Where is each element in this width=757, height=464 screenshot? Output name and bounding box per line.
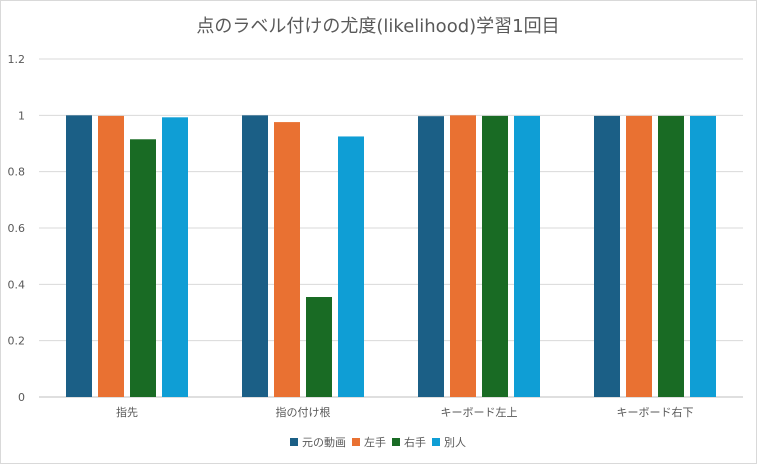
y-axis-ticks: 0 0.2 0.4 0.6 0.8 1 1.2	[8, 53, 26, 404]
y-tick-label: 0.8	[8, 166, 26, 179]
bars	[66, 115, 716, 398]
y-tick-label: 1.2	[8, 53, 26, 66]
bar	[66, 115, 92, 397]
bar	[482, 115, 508, 397]
bar	[418, 116, 444, 397]
x-category-label: 指の付け根	[276, 405, 331, 419]
bar	[242, 115, 268, 397]
legend-swatch	[432, 438, 440, 446]
y-tick-label: 0.6	[8, 222, 26, 235]
bar	[690, 115, 716, 397]
legend-label: 別人	[444, 436, 466, 449]
bar	[162, 117, 188, 398]
bar	[274, 122, 300, 398]
x-category-label: キーボード左上	[441, 406, 518, 419]
x-axis-categories: 指先 指の付け根 キーボード左上 キーボード右下	[116, 405, 694, 419]
y-tick-label: 0	[18, 391, 25, 404]
legend-label: 元の動画	[302, 435, 346, 449]
x-category-label: 指先	[116, 405, 138, 419]
y-tick-label: 0.4	[8, 278, 26, 291]
legend-swatch	[392, 438, 400, 446]
bar	[658, 115, 684, 397]
legend: 元の動画 左手 右手 別人	[290, 435, 466, 449]
chart-title: 点のラベル付けの尤度(likelihood)学習1回目	[196, 16, 559, 37]
bar	[450, 115, 476, 397]
gridlines	[39, 58, 743, 398]
legend-swatch	[352, 438, 360, 446]
bar	[338, 136, 364, 398]
legend-label: 右手	[404, 435, 426, 449]
bar	[514, 115, 540, 397]
bar	[626, 115, 652, 397]
bar	[594, 115, 620, 397]
legend-label: 左手	[364, 435, 386, 449]
bar	[306, 297, 332, 397]
x-category-label: キーボード右下	[617, 405, 694, 419]
bar	[98, 115, 124, 397]
y-tick-label: 1	[18, 109, 25, 122]
legend-swatch	[290, 438, 298, 446]
bar	[130, 139, 156, 397]
y-tick-label: 0.2	[8, 335, 26, 348]
